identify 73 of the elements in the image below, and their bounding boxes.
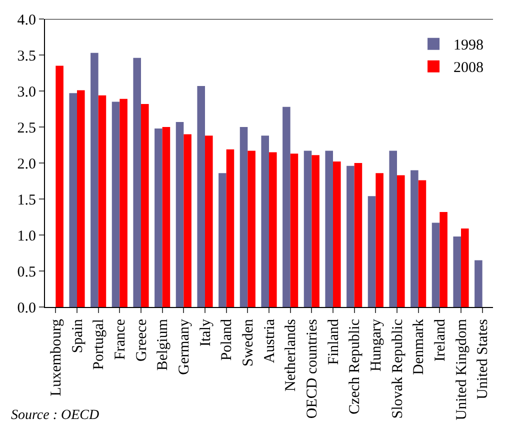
bar	[184, 134, 192, 307]
x-tick-label: Greece	[134, 318, 150, 362]
bar	[205, 136, 213, 307]
bar	[325, 150, 333, 307]
bar	[133, 58, 141, 307]
bar	[304, 150, 312, 307]
x-tick-label: OECD countries	[304, 318, 321, 419]
bar	[197, 86, 205, 307]
bar	[346, 166, 354, 307]
x-tick-label: Denmark	[411, 318, 428, 375]
bar	[154, 128, 162, 307]
x-tick-label: Ireland	[432, 318, 449, 362]
bar	[218, 173, 226, 307]
bar	[410, 170, 418, 307]
x-tick-label: Luxembourg	[48, 318, 65, 396]
bar	[368, 196, 376, 307]
bar	[269, 152, 277, 307]
bar	[333, 162, 341, 307]
y-tick-label: 0.5	[17, 264, 36, 280]
x-tick-label: United States	[475, 318, 492, 400]
bar	[248, 150, 256, 307]
x-tick-label: Italy	[198, 318, 214, 346]
x-tick-label: Finland	[326, 318, 342, 365]
y-tick-label: 3.0	[17, 84, 36, 100]
bar	[176, 122, 184, 307]
y-tick-label: 1.0	[17, 228, 36, 244]
legend-label: 1998	[454, 38, 484, 54]
bar	[69, 93, 77, 307]
bar	[376, 173, 384, 307]
bar	[240, 127, 248, 307]
x-tick-label: Czech Republic	[347, 318, 364, 414]
x-tick-label: France	[112, 318, 129, 360]
bar	[77, 90, 85, 307]
x-tick-label: Germany	[176, 318, 193, 375]
bar	[461, 228, 469, 307]
y-tick-label: 2.5	[17, 120, 36, 136]
x-tick-label: Sweden	[240, 318, 257, 366]
x-tick-label: Netherlands	[283, 318, 300, 392]
bar	[162, 127, 170, 307]
bar	[56, 66, 64, 307]
x-tick-label: Poland	[219, 318, 236, 361]
x-tick-label: Portugal	[91, 319, 108, 370]
bar	[397, 175, 405, 307]
bar	[312, 155, 320, 307]
bar	[440, 212, 448, 307]
bar	[432, 222, 440, 307]
bar	[453, 236, 461, 307]
bar	[418, 180, 426, 307]
bar	[261, 136, 269, 307]
bar	[389, 150, 397, 307]
source-note: Source : OECD	[11, 408, 100, 423]
x-tick-label: Slovak Republic	[390, 318, 406, 419]
bar	[474, 260, 482, 307]
bar	[290, 154, 298, 307]
bar	[141, 104, 149, 307]
y-tick-label: 1.5	[17, 192, 36, 208]
legend-label: 2008	[454, 60, 484, 76]
y-tick-label: 3.5	[17, 48, 36, 64]
x-tick-label: Hungary	[368, 318, 385, 372]
bar	[354, 163, 362, 307]
bar	[98, 95, 106, 307]
y-tick-label: 2.0	[17, 156, 36, 172]
bar	[226, 149, 234, 307]
bar	[90, 52, 98, 307]
x-tick-label: Belgium	[155, 318, 172, 371]
x-tick-label: Spain	[70, 318, 86, 354]
bar	[120, 98, 128, 307]
x-tick-label: United Kingdom	[454, 318, 470, 420]
y-tick-label: 0.0	[17, 300, 36, 316]
y-tick-label: 4.0	[17, 12, 36, 28]
bar	[282, 106, 290, 307]
x-tick-label: Austria	[262, 318, 278, 364]
bar	[112, 102, 120, 307]
